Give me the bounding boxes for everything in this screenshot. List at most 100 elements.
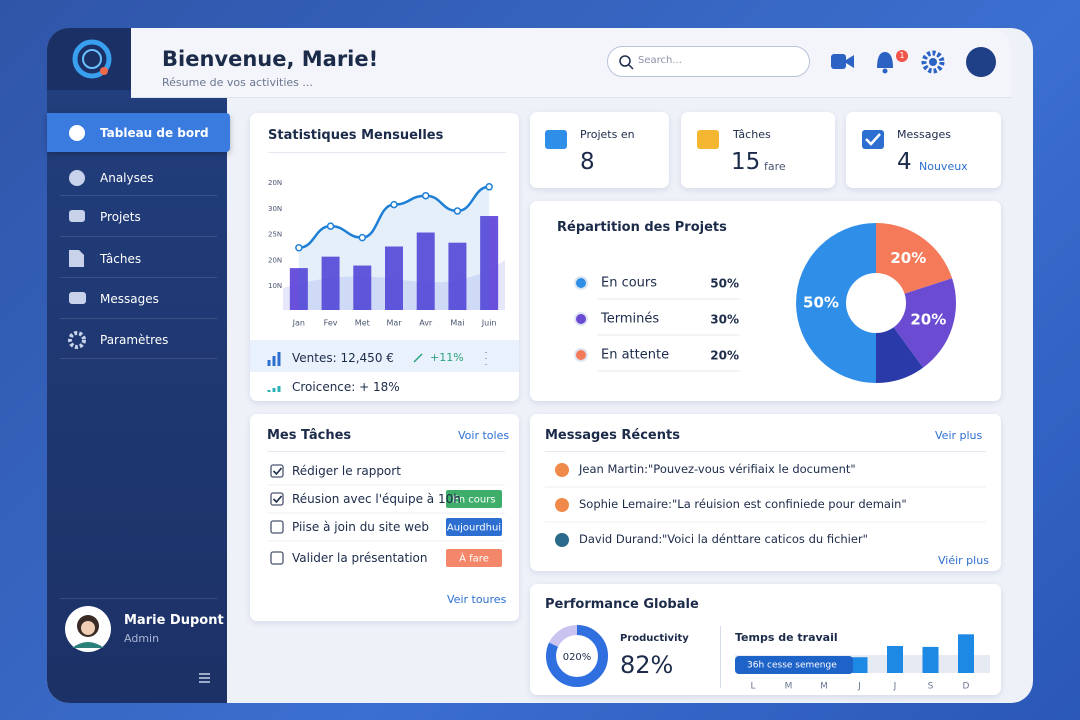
profile-avatar[interactable]: [966, 47, 996, 77]
task-text: Rédiger le rapport: [292, 464, 401, 478]
divider: [545, 451, 986, 452]
stat-value: 4: [897, 149, 912, 175]
message-text: "Pouvez-vous vérifiaix le document": [648, 462, 856, 476]
message-avatar: [555, 463, 569, 477]
divider: [267, 451, 505, 452]
header-bar: [131, 28, 1011, 98]
link[interactable]: Veir plus: [935, 429, 983, 442]
slice-label: 20%: [890, 249, 926, 267]
settings-icon[interactable]: [921, 50, 945, 74]
notification-badge: 1: [896, 50, 908, 62]
message-sender: Sophie Lemaire:: [579, 497, 672, 511]
card-title: Messages Récents: [545, 428, 680, 443]
nav-separator: [60, 318, 217, 319]
stat-card: [846, 112, 1001, 188]
x-tick-label: L: [750, 682, 755, 692]
line-point: [390, 200, 398, 209]
nav-item[interactable]: Analyses: [100, 171, 154, 185]
legend-value: 20%: [710, 349, 739, 363]
slice-label: 20%: [910, 310, 946, 328]
nav-item[interactable]: Projets: [100, 210, 141, 224]
x-tick-label: M: [820, 682, 828, 692]
badge-text: 36h cesse semenge: [747, 661, 837, 671]
sales-band: [250, 340, 519, 372]
kpi-label: Productivity: [620, 633, 689, 644]
message-sender: Jean Martin:: [579, 462, 649, 476]
growth: Croicence: + 18%: [292, 380, 400, 394]
bar: [480, 216, 499, 310]
legend-label: En attente: [601, 348, 669, 363]
pie-hole: [846, 273, 906, 333]
x-tick-label: J: [893, 682, 897, 692]
bar: [416, 232, 435, 310]
x-tick-label: S: [928, 682, 934, 692]
stat-value: 15: [731, 149, 761, 175]
x-tick-label: Juin: [481, 319, 497, 328]
x-tick-label: M: [785, 682, 793, 692]
stat-label: Tâches: [733, 128, 771, 141]
link[interactable]: Voir toles: [458, 429, 510, 442]
badge: [735, 656, 853, 674]
line-point: [326, 222, 335, 230]
nav-icon: [69, 170, 85, 186]
nav-item[interactable]: Paramètres: [100, 333, 169, 347]
stat-label: Messages: [897, 128, 951, 141]
stat-icon: [865, 133, 881, 146]
checkbox[interactable]: [270, 551, 284, 565]
search-box[interactable]: [607, 46, 810, 77]
bell-icon[interactable]: [877, 52, 893, 68]
logo: [100, 67, 108, 75]
checkbox[interactable]: [270, 520, 284, 534]
bar: [887, 646, 903, 673]
bar: [448, 242, 467, 310]
nav-item[interactable]: Tâches: [100, 252, 142, 266]
video-icon[interactable]: [831, 54, 846, 69]
checkbox[interactable]: [270, 464, 284, 478]
x-tick-label: J: [857, 682, 861, 692]
badge-text: À fare: [459, 552, 489, 565]
chart-title: Temps de travail: [735, 631, 838, 644]
legend-value: 50%: [710, 277, 739, 291]
card-title: Statistiques Mensuelles: [268, 128, 444, 143]
stat-icon: [545, 130, 567, 149]
logo: [72, 39, 112, 79]
nav-item[interactable]: Messages: [100, 292, 159, 306]
badge-text: Aujourdhui: [447, 523, 501, 534]
divider: [720, 626, 721, 688]
performance-card: [530, 584, 1001, 695]
y-axis-label: 10N: [268, 282, 282, 290]
nav-separator: [60, 598, 217, 599]
x-tick-label: Mar: [386, 319, 402, 328]
stat-label: Projets en: [580, 128, 635, 141]
badge: [446, 549, 502, 567]
bar: [922, 646, 939, 673]
bell-icon: [882, 68, 888, 74]
line-point: [295, 244, 303, 252]
checkbox[interactable]: [270, 492, 284, 506]
checkmark: [272, 467, 283, 476]
legend-label: En cours: [601, 276, 657, 291]
stat-card: [530, 112, 669, 188]
sales-icon: [267, 352, 281, 366]
tasks-card: [250, 414, 519, 621]
bar: [851, 657, 868, 673]
menu-icon[interactable]: [199, 673, 210, 683]
nav-separator: [60, 236, 217, 237]
user-avatar: [72, 642, 104, 648]
nav-item[interactable]: Tableau de bord: [100, 126, 209, 140]
page-title: Bienvenue, Marie!: [162, 47, 379, 71]
x-tick-label: D: [963, 682, 970, 692]
bar: [353, 265, 372, 310]
sales: Ventes: 12,450 €: [292, 351, 394, 365]
badge: [446, 490, 502, 508]
message-avatar: [555, 533, 569, 547]
link[interactable]: Viéir plus: [938, 554, 989, 567]
nav-icon: [69, 292, 86, 304]
link[interactable]: Veir toures: [447, 593, 507, 606]
user-avatar: [81, 621, 95, 635]
user-role: Admin: [124, 632, 160, 645]
settings-icon: [929, 58, 937, 66]
legend-dot: [574, 348, 588, 362]
user-name: Marie Dupont: [124, 613, 224, 628]
